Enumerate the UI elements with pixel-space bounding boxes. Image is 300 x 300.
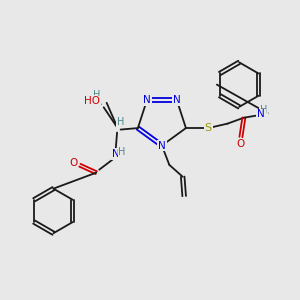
Text: N: N — [257, 110, 265, 119]
Text: N: N — [173, 95, 181, 105]
Text: H: H — [260, 105, 267, 115]
Text: HO: HO — [84, 96, 100, 106]
Text: H: H — [93, 90, 100, 100]
Text: N: N — [158, 140, 166, 151]
Text: N: N — [143, 95, 151, 105]
Text: O: O — [237, 139, 245, 148]
Text: O: O — [87, 96, 95, 106]
Text: N: N — [112, 149, 120, 159]
Text: H: H — [117, 117, 124, 127]
Text: H: H — [118, 147, 126, 157]
Text: S: S — [205, 123, 212, 133]
Text: O: O — [69, 158, 77, 168]
